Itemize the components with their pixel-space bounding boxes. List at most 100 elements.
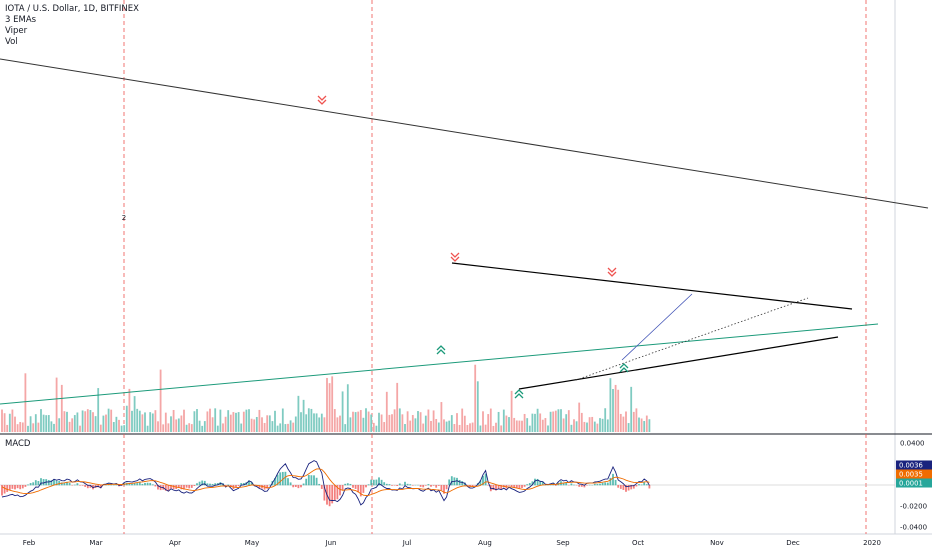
macd-hist-bar <box>131 483 133 486</box>
volume-bar <box>489 408 492 432</box>
macd-hist-bar <box>354 485 357 489</box>
volume-bar <box>541 419 544 432</box>
volume-bar <box>534 413 536 432</box>
volume-bar <box>586 422 588 432</box>
volume-bar <box>274 410 276 432</box>
volume-bar <box>440 402 443 432</box>
volume-bar <box>567 410 570 432</box>
macd-hist-bar <box>443 485 445 494</box>
macd-hist-bar <box>466 485 469 486</box>
buy-marker <box>436 349 446 355</box>
volume-bar <box>154 410 157 432</box>
time-tick-label: May <box>245 539 259 547</box>
volume-bar <box>66 411 68 432</box>
macd-hist-bar <box>536 478 539 486</box>
macd-hist-bar <box>375 479 378 486</box>
time-tick-label: Dec <box>786 539 800 547</box>
volume-bar <box>346 384 349 432</box>
macd-hist-bar <box>440 485 443 491</box>
sell-marker <box>450 252 460 258</box>
macd-hist-bar <box>461 481 464 486</box>
macd-hist-bar <box>534 478 536 486</box>
macd-hist-bar <box>482 475 484 486</box>
legend-vol[interactable]: Vol <box>5 37 18 47</box>
macd-hist-bar <box>172 485 175 489</box>
volume-bar <box>37 422 40 432</box>
volume-bar <box>417 411 419 432</box>
legend-ema[interactable]: 3 EMAs <box>5 15 37 25</box>
macd-hist-bar <box>513 485 516 488</box>
volume-bar <box>604 408 607 432</box>
macd-pane <box>0 460 895 507</box>
macd-legend[interactable]: MACD <box>5 439 31 449</box>
macd-hist-bar <box>281 471 284 486</box>
macd-hist-bar <box>302 483 305 486</box>
macd-hist-bar <box>580 485 583 487</box>
volume-bar <box>276 425 279 432</box>
macd-hist-bar <box>284 471 287 486</box>
volume-bar <box>255 416 258 432</box>
macd-hist-bar <box>510 485 513 487</box>
volume-bar <box>515 420 518 432</box>
volume-bar <box>331 376 334 432</box>
volume-bar <box>198 420 201 432</box>
macd-hist-bar <box>565 482 568 486</box>
volume-bar <box>432 410 435 432</box>
volume-bar <box>570 424 573 432</box>
volume-bar <box>55 377 58 432</box>
volume-bar <box>544 418 547 432</box>
macd-hist-bar <box>643 482 646 486</box>
volume-bar <box>461 408 464 432</box>
volume-bar <box>469 423 471 432</box>
volume-bar <box>487 414 490 432</box>
buy-marker <box>619 367 629 373</box>
volume-bar <box>513 417 516 432</box>
volume-bar <box>619 413 622 432</box>
macd-hist-bar <box>138 481 141 486</box>
volume-bar <box>404 424 406 432</box>
legend-title[interactable]: IOTA / U.S. Dollar, 1D, BITFINEX <box>5 4 139 14</box>
time-tick-label: Sep <box>556 539 570 547</box>
sell-marker <box>317 95 327 101</box>
macd-hist-bar <box>445 485 448 490</box>
macd-hist-bar <box>435 485 438 488</box>
macd-hist-bar <box>497 485 500 489</box>
macd-line <box>1 460 650 506</box>
volume-bar <box>502 409 505 432</box>
sell-marker <box>317 99 327 105</box>
macd-hist-bar <box>619 485 622 489</box>
volume-bar <box>401 414 404 432</box>
long-trendline <box>0 58 929 209</box>
volume-bar <box>211 417 214 432</box>
macd-hist-bar <box>411 485 414 486</box>
volume-bar <box>445 421 448 432</box>
macd-hist-bar <box>209 483 211 486</box>
buy-marker <box>436 345 446 351</box>
volume-bar <box>383 422 386 432</box>
volume-bar <box>201 425 204 432</box>
macd-tag <box>896 478 932 488</box>
volume-bar <box>562 418 565 432</box>
volume-bar <box>131 410 133 432</box>
legend-viper[interactable]: Viper <box>5 26 28 36</box>
volume-bar <box>474 364 477 432</box>
volume-bar <box>245 409 248 432</box>
volume-bar <box>341 391 344 432</box>
volume-bar <box>146 425 149 432</box>
volume-bar <box>617 389 620 432</box>
volume-bar <box>97 388 100 432</box>
triangle-lower <box>518 336 839 390</box>
volume-bar <box>24 373 27 432</box>
volume-bar <box>3 413 6 432</box>
volume-bar <box>333 409 336 432</box>
macd-hist-bar <box>196 483 198 486</box>
macd-hist-bar <box>365 485 367 488</box>
macd-hist-bar <box>151 484 154 486</box>
time-axis: Feb Mar Apr May Jun Jul Aug Sep Oct Nov Dec 2020 <box>23 539 881 547</box>
volume-bar <box>435 419 438 432</box>
macd-hist-bar <box>112 484 115 486</box>
macd-hist-bar <box>274 477 276 486</box>
macd-hist-bar <box>255 485 258 487</box>
volume-bar <box>128 388 131 432</box>
triangle-upper <box>451 262 853 310</box>
